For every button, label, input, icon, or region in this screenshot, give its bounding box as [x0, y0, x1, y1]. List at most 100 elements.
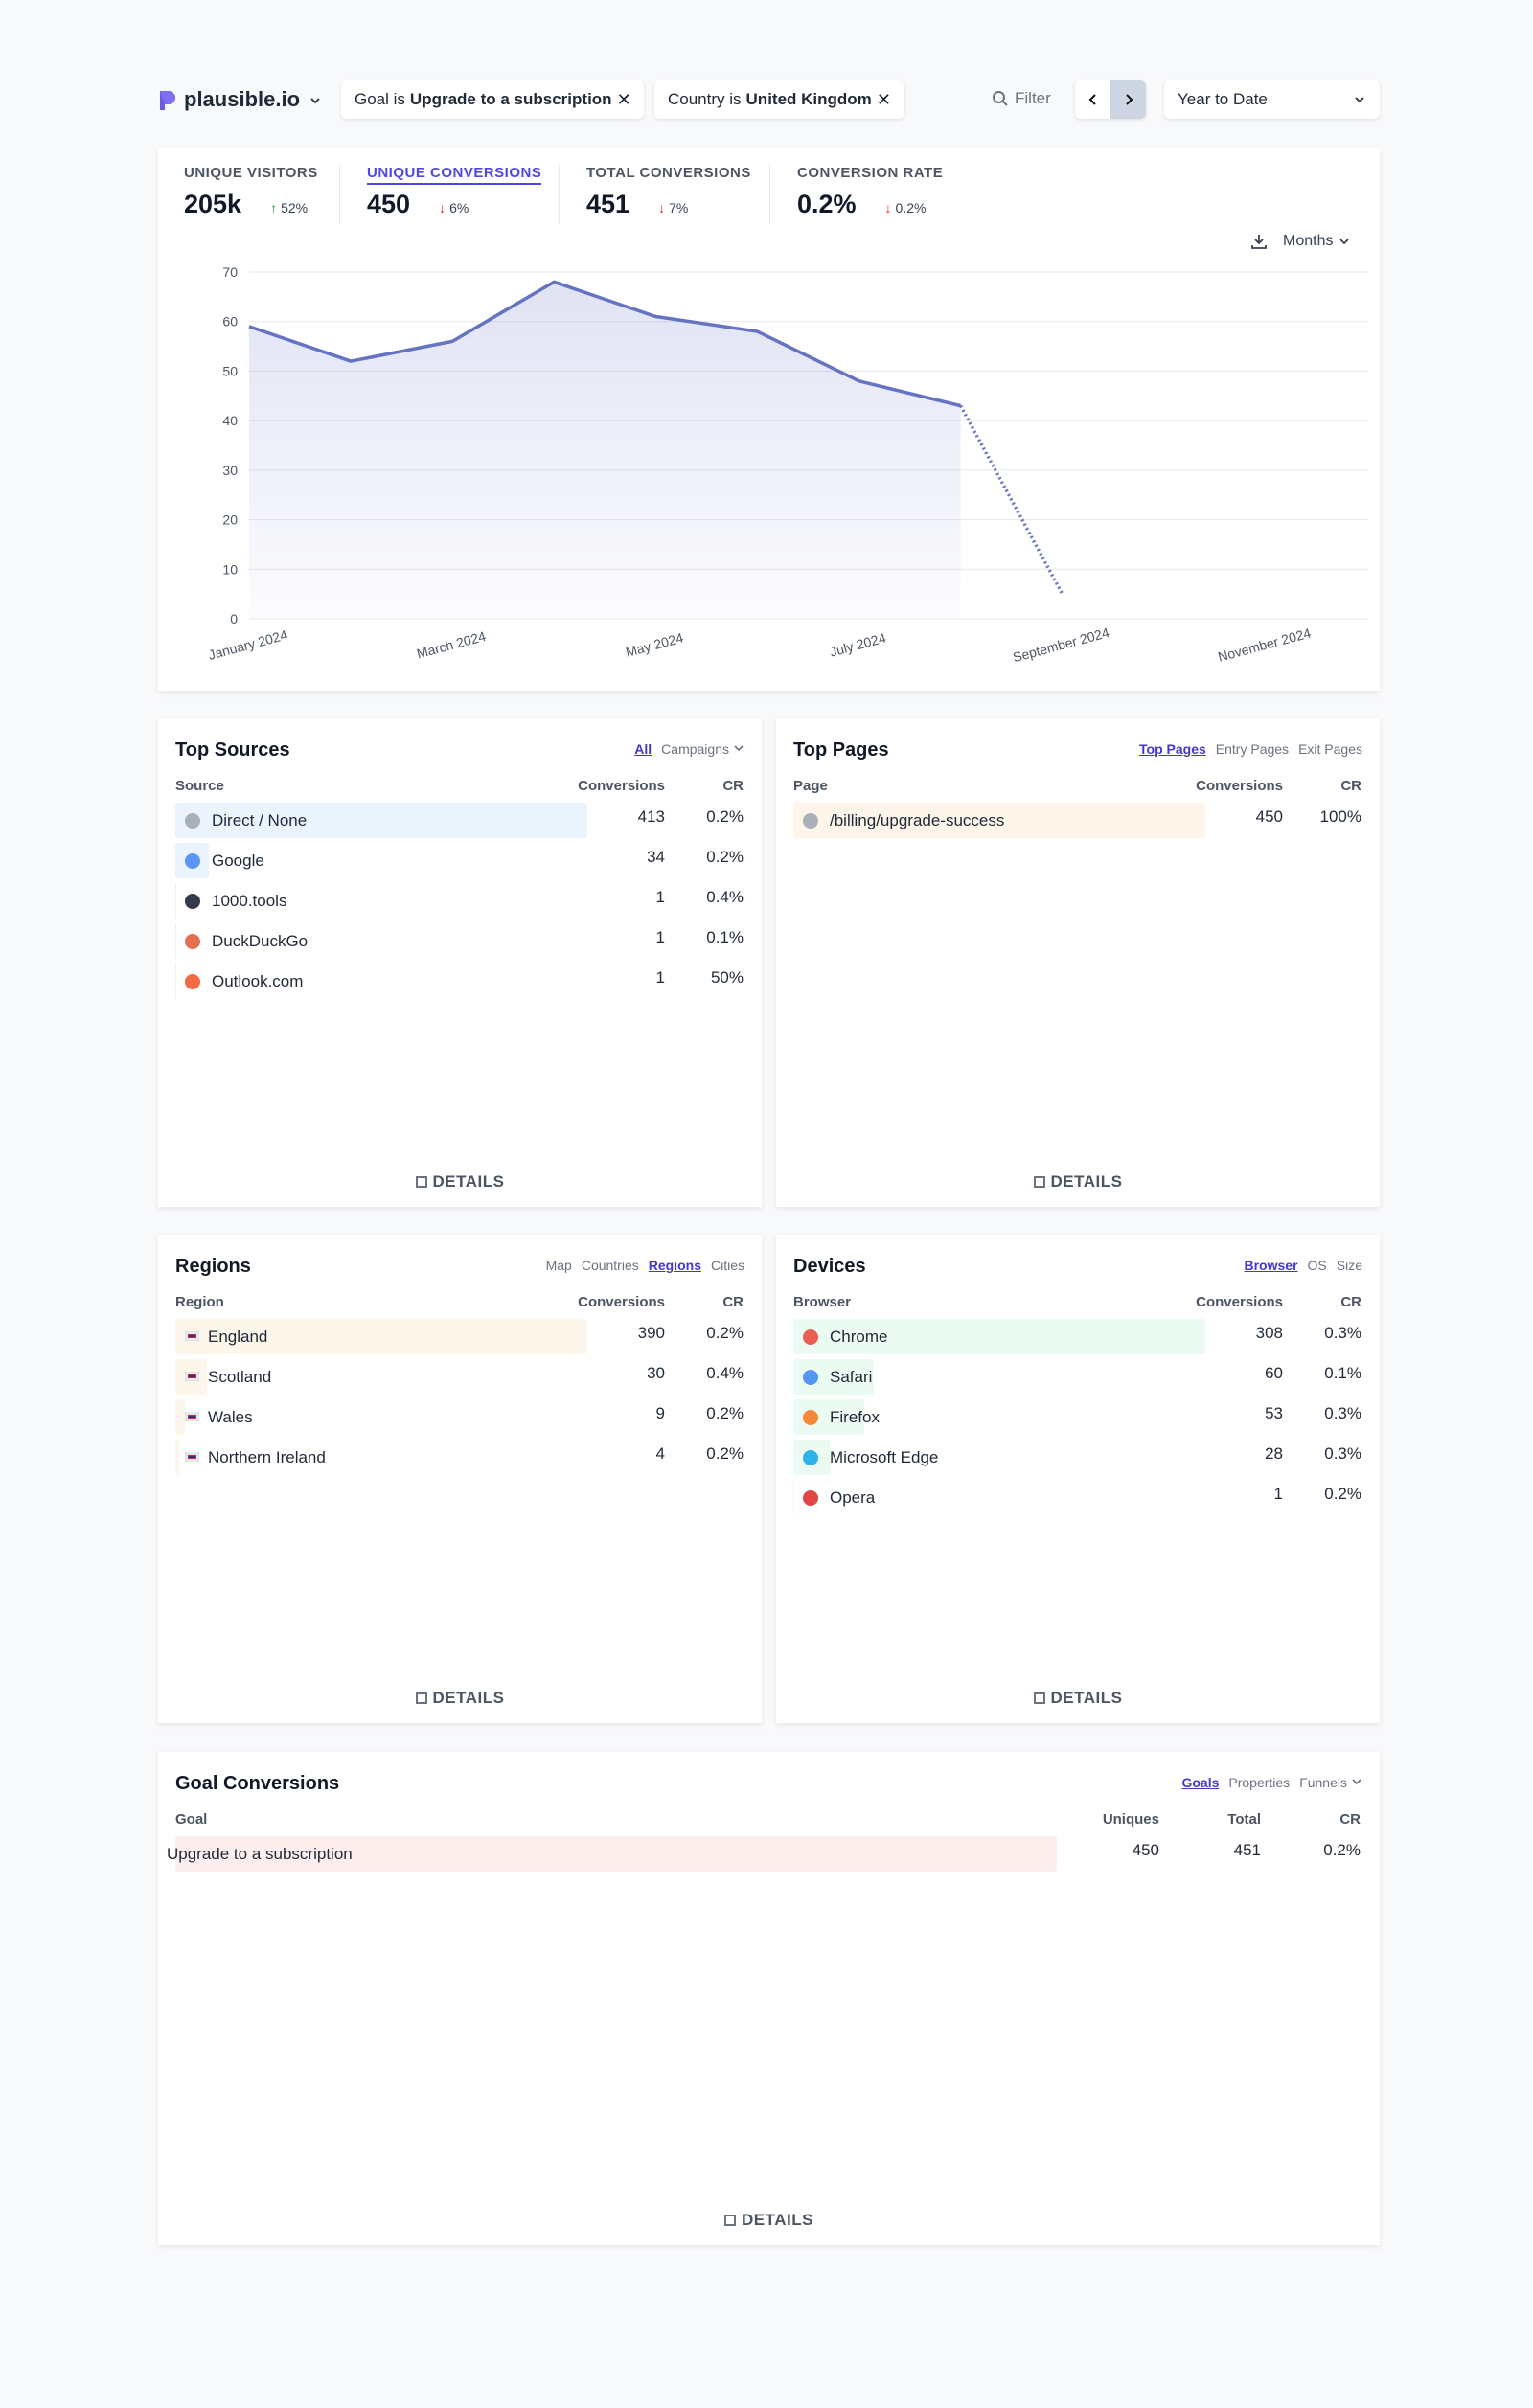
tab[interactable]: Top Pages [1139, 741, 1206, 757]
tabs: Map Countries Regions Cities [546, 1258, 744, 1273]
filter-value: United Kingdom [745, 90, 872, 108]
details-button[interactable]: DETAILS [776, 1172, 1380, 1192]
change-arrow: ↓ [884, 200, 892, 216]
row-name: Direct / None [212, 810, 308, 829]
flag-icon [185, 1412, 199, 1421]
cell: 100% [1319, 807, 1361, 826]
next-period[interactable] [1110, 80, 1146, 119]
cell: 60 [1265, 1364, 1283, 1382]
y-tick-label: 10 [222, 561, 238, 577]
prev-period[interactable] [1075, 80, 1110, 119]
table-row[interactable]: Upgrade to a subscription 450 451 0.2% [158, 1836, 1380, 1872]
panel: Goal Conversions Goals Properties Funnels Go… [158, 1752, 1380, 2245]
row-icon [803, 1329, 818, 1345]
cell: 1 [655, 928, 665, 946]
column-header: Browser [793, 1294, 852, 1310]
panel: Devices Browser OS Size Browser Conversions CR… [776, 1235, 1380, 1723]
tab[interactable]: Entry Pages [1215, 741, 1290, 757]
cell: 0.3% [1324, 1324, 1361, 1342]
change-value: 7% [669, 200, 689, 216]
cell: 0.4% [706, 888, 744, 906]
tab[interactable]: Properties [1228, 1775, 1291, 1790]
table-row[interactable]: Wales 9 0.2% [158, 1399, 762, 1435]
download-icon[interactable] [1250, 233, 1268, 250]
tab[interactable]: Regions [648, 1258, 701, 1273]
tab[interactable]: Funnels [1299, 1775, 1347, 1790]
details-button[interactable]: DETAILS [158, 1172, 762, 1192]
details-button[interactable]: DETAILS [158, 2211, 1380, 2230]
row-name: Microsoft Edge [830, 1447, 939, 1466]
tab[interactable]: Campaigns [661, 741, 729, 757]
metric[interactable]: TOTAL CONVERSIONS 451 ↓ 7% [586, 165, 751, 219]
tab[interactable]: Map [545, 1258, 572, 1273]
metric-value: 450 [367, 190, 411, 218]
table-row[interactable]: DuckDuckGo 1 0.1% [158, 923, 762, 959]
cell: 30 [647, 1364, 665, 1382]
filter-chip[interactable]: Goal is Upgrade to a subscription ✕ [341, 80, 644, 119]
panel-title: Devices [793, 1256, 866, 1277]
panel: Top Sources All Campaigns Source Conversions… [158, 718, 762, 1207]
filter-button[interactable]: Filter [992, 89, 1051, 108]
table-row[interactable]: England 390 0.2% [158, 1319, 762, 1354]
period-picker[interactable]: Year to Date [1164, 80, 1380, 119]
table-row[interactable]: Northern Ireland 4 0.2% [158, 1440, 762, 1475]
row-icon [803, 1450, 818, 1465]
table-row[interactable]: 1000.tools 1 0.4% [158, 883, 762, 919]
column-header: Uniques [1102, 1811, 1159, 1828]
logo-icon [160, 91, 175, 110]
details-button[interactable]: DETAILS [776, 1689, 1380, 1708]
expand-icon [1033, 1176, 1045, 1188]
row-name: Scotland [208, 1367, 272, 1386]
tab[interactable]: Browser [1244, 1258, 1298, 1273]
table-row[interactable]: Google 34 0.2% [158, 843, 762, 878]
metric-value: 451 [586, 190, 630, 218]
column-header: Conversions [1196, 1294, 1283, 1310]
cell: 1 [655, 888, 665, 906]
table-row[interactable]: Microsoft Edge 28 0.3% [776, 1440, 1380, 1475]
tab[interactable]: Countries [581, 1258, 639, 1273]
column-header: Source [175, 778, 224, 794]
tabs: All Campaigns [634, 741, 744, 757]
remove-filter[interactable]: ✕ [616, 89, 631, 109]
table-row[interactable]: Safari 60 0.1% [776, 1359, 1380, 1395]
site-name[interactable]: plausible.io [184, 87, 301, 111]
table-row[interactable]: Firefox 53 0.3% [776, 1399, 1380, 1435]
table-row[interactable]: Outlook.com 1 50% [158, 964, 762, 999]
change-value: 6% [449, 200, 469, 216]
details-label: DETAILS [742, 2211, 813, 2229]
metric[interactable]: UNIQUE VISITORS 205k ↑ 52% [184, 165, 318, 219]
cell: 450 [1255, 807, 1283, 826]
interval-picker[interactable]: Months [1283, 233, 1334, 249]
column-header: Page [793, 778, 828, 794]
bar [793, 1319, 1205, 1354]
remove-filter[interactable]: ✕ [876, 89, 891, 109]
row-icon [185, 894, 200, 909]
filter-chip[interactable]: Country is United Kingdom ✕ [654, 80, 904, 119]
tab[interactable]: Goals [1181, 1775, 1220, 1790]
bar [175, 1319, 587, 1354]
tab[interactable]: Cities [710, 1258, 744, 1273]
table-row[interactable]: Opera 1 0.2% [776, 1480, 1380, 1515]
site-menu-chevron[interactable] [309, 94, 322, 107]
tab[interactable]: All [634, 741, 652, 757]
details-button[interactable]: DETAILS [158, 1689, 762, 1708]
metric[interactable]: CONVERSION RATE 0.2% ↓ 0.2% [797, 165, 943, 219]
table-row[interactable]: Chrome 308 0.3% [776, 1319, 1380, 1354]
y-tick-label: 70 [222, 264, 238, 280]
panel-title: Top Pages [793, 739, 889, 761]
cell: 34 [647, 848, 665, 866]
metric[interactable]: UNIQUE CONVERSIONS 450 ↓ 6% [367, 165, 542, 219]
table-row[interactable]: Scotland 30 0.4% [158, 1359, 762, 1395]
table-row[interactable]: /billing/upgrade-success 450 100% [776, 803, 1380, 838]
tab[interactable]: Exit Pages [1298, 741, 1362, 757]
cell: 0.1% [1324, 1364, 1361, 1382]
bar [793, 1480, 795, 1515]
bar [793, 803, 1205, 838]
tab[interactable]: OS [1307, 1258, 1327, 1273]
panel-title: Regions [175, 1256, 251, 1277]
tab[interactable]: Size [1336, 1258, 1362, 1273]
cell: 413 [637, 807, 665, 826]
expand-icon [415, 1176, 427, 1188]
table-row[interactable]: Direct / None 413 0.2% [158, 803, 762, 838]
